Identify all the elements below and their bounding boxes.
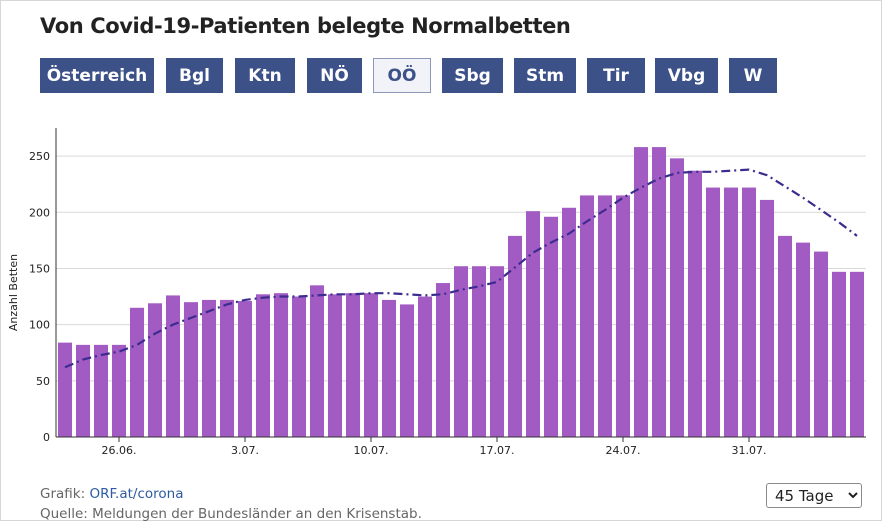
bar[interactable] (795, 242, 811, 437)
tab-stm[interactable]: Stm (514, 58, 576, 93)
bar[interactable] (147, 303, 163, 437)
bar[interactable] (849, 271, 865, 437)
bar[interactable] (507, 235, 523, 437)
bar[interactable] (201, 299, 217, 437)
tab-ktn[interactable]: Ktn (235, 58, 295, 93)
y-tick-label: 50 (36, 375, 50, 388)
bar[interactable] (75, 344, 91, 437)
tab-w[interactable]: W (729, 58, 777, 93)
bar[interactable] (255, 294, 271, 437)
bar[interactable] (579, 195, 595, 437)
bar[interactable] (669, 158, 685, 437)
tab-bgl[interactable]: Bgl (166, 58, 223, 93)
bar[interactable] (543, 216, 559, 437)
bar[interactable] (525, 211, 541, 437)
bar[interactable] (435, 283, 451, 437)
range-dropdown[interactable]: 45 Tage (766, 483, 862, 508)
bar[interactable] (345, 293, 361, 437)
bar[interactable] (705, 187, 721, 437)
tab-tir[interactable]: Tir (587, 58, 645, 93)
x-tick-label: 3.07. (231, 444, 259, 457)
credit-label: Grafik: (40, 486, 86, 502)
bar[interactable] (471, 266, 487, 437)
chart-footer: Grafik: ORF.at/corona Quelle: Meldungen … (40, 484, 422, 524)
credit-link[interactable]: ORF.at/corona (89, 486, 184, 502)
bar[interactable] (633, 147, 649, 438)
bar[interactable] (57, 342, 73, 437)
y-axis-label: Anzahl Betten (7, 254, 20, 331)
bar[interactable] (651, 147, 667, 438)
tab-sbg[interactable]: Sbg (442, 58, 503, 93)
bar[interactable] (687, 170, 703, 437)
bar[interactable] (741, 187, 757, 437)
bar[interactable] (615, 195, 631, 437)
bar[interactable] (489, 266, 505, 437)
x-tick-label: 17.07. (480, 444, 515, 457)
x-tick-label: 31.07. (732, 444, 767, 457)
y-tick-label: 150 (29, 262, 50, 275)
bar[interactable] (291, 296, 307, 437)
bar[interactable] (831, 271, 847, 437)
bar[interactable] (183, 302, 199, 437)
bar[interactable] (309, 285, 325, 437)
bar[interactable] (273, 293, 289, 437)
bar[interactable] (417, 296, 433, 437)
y-tick-label: 200 (29, 206, 50, 219)
bar[interactable] (165, 295, 181, 437)
bar[interactable] (327, 294, 343, 437)
x-tick-label: 24.07. (606, 444, 641, 457)
bar[interactable] (813, 251, 829, 437)
y-tick-label: 100 (29, 319, 50, 332)
bar[interactable] (723, 187, 739, 437)
bar[interactable] (381, 299, 397, 437)
tab-vbg[interactable]: Vbg (655, 58, 718, 93)
y-tick-label: 0 (43, 431, 50, 444)
chart-title: Von Covid-19-Patienten belegte Normalbet… (40, 14, 571, 38)
credit-line: Grafik: ORF.at/corona (40, 484, 422, 504)
y-tick-label: 250 (29, 150, 50, 163)
x-tick-label: 26.06. (102, 444, 137, 457)
bar[interactable] (777, 235, 793, 437)
bar[interactable] (111, 344, 127, 437)
bar[interactable] (237, 301, 253, 437)
bar[interactable] (363, 293, 379, 437)
tab-ooe[interactable]: OÖ (373, 58, 431, 93)
tab-oesterreich[interactable]: Österreich (40, 58, 154, 93)
trend-line (64, 168, 858, 369)
bar[interactable] (759, 199, 775, 437)
bar[interactable] (399, 304, 415, 437)
bar[interactable] (597, 195, 613, 437)
bar[interactable] (219, 299, 235, 437)
bed-chart: 0 50 100 150 200 250 26.06. 3.07. 10.07. 17.07. 24… (7, 128, 866, 457)
x-tick-label: 10.07. (354, 444, 389, 457)
bar[interactable] (453, 266, 469, 437)
bar[interactable] (93, 344, 109, 437)
bar[interactable] (561, 207, 577, 437)
bar[interactable] (129, 307, 145, 437)
tab-noe[interactable]: NÖ (307, 58, 362, 93)
source-line: Quelle: Meldungen der Bundesländer an de… (40, 506, 422, 522)
